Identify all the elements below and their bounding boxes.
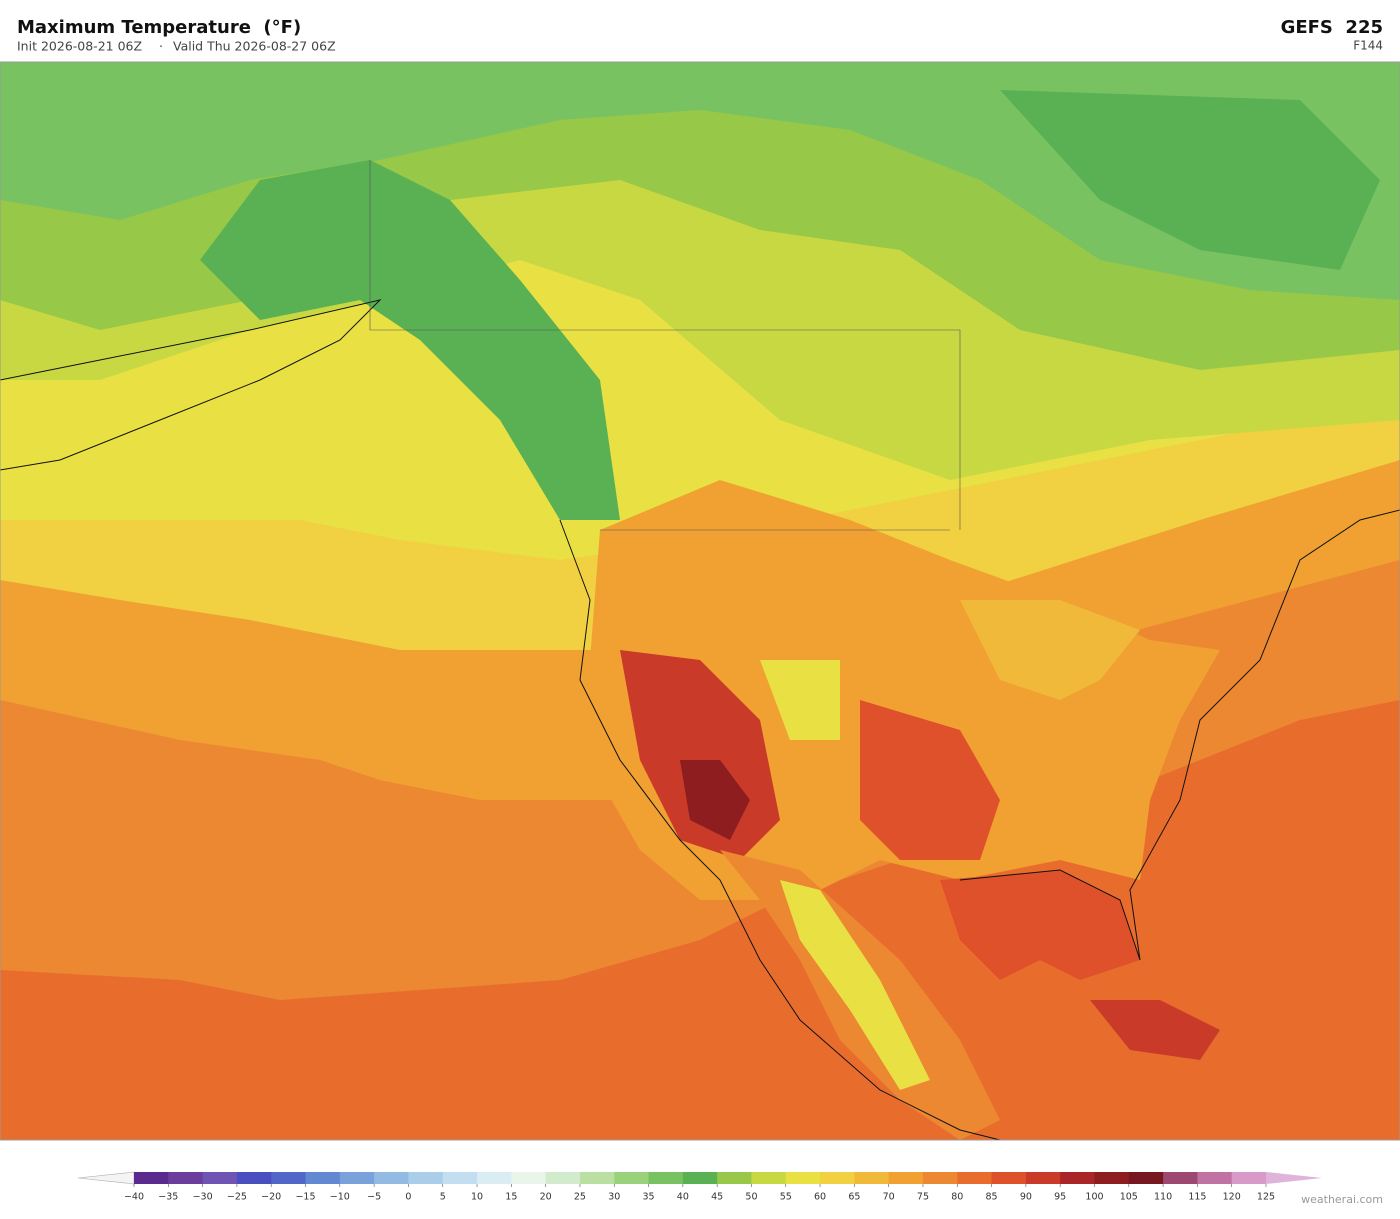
colorbar-swatch xyxy=(991,1172,1027,1184)
colorbar-tick-label: 110 xyxy=(1154,1192,1172,1203)
colorbar-swatch xyxy=(785,1172,821,1184)
colorbar-swatch xyxy=(134,1172,169,1184)
colorbar-tick-label: −25 xyxy=(227,1192,247,1203)
colorbar-tick-label: 50 xyxy=(745,1192,757,1203)
colorbar-swatch xyxy=(922,1172,958,1184)
colorbar-swatch xyxy=(1025,1172,1061,1184)
colorbar-swatch xyxy=(820,1172,855,1184)
title: Maximum Temperature (°F) xyxy=(17,17,301,38)
colorbar-tick-label: 115 xyxy=(1188,1192,1206,1203)
init-time: Init 2026-08-21 06Z xyxy=(17,39,142,54)
colorbar-swatch xyxy=(1128,1172,1164,1184)
separator: · xyxy=(159,39,163,54)
colorbar-tick-label: 125 xyxy=(1257,1192,1275,1203)
colorbar-tick-label: 65 xyxy=(848,1192,860,1203)
arctic-islands xyxy=(1000,90,1380,270)
gulf xyxy=(940,870,1140,980)
desert-heat xyxy=(680,760,750,840)
map xyxy=(0,61,1400,1141)
colorbar-tick-label: −35 xyxy=(158,1192,178,1203)
colorbar-tick-label: 40 xyxy=(677,1192,689,1203)
colorbar-swatch xyxy=(442,1172,478,1184)
colorbar-swatch xyxy=(1163,1172,1198,1184)
watermark: weatherai.com xyxy=(1301,1193,1383,1206)
colorbar-swatch xyxy=(511,1172,547,1184)
model-name: GEFS 225 xyxy=(1281,17,1383,38)
colorbar-swatch xyxy=(614,1172,650,1184)
colorbar-tick-label: 20 xyxy=(540,1192,552,1203)
colorbar-tick-label: 0 xyxy=(405,1192,411,1203)
colorbar-swatch xyxy=(477,1172,512,1184)
colorbar-tick-label: 70 xyxy=(883,1192,895,1203)
coastline xyxy=(959,509,1400,961)
colorbar-over xyxy=(1266,1172,1322,1184)
colorbar-tick-label: 10 xyxy=(471,1192,483,1203)
coast-range xyxy=(200,160,620,520)
colorbar-tick-label: 90 xyxy=(1020,1192,1032,1203)
map-frame xyxy=(0,61,1400,1141)
colorbar-tick-label: 95 xyxy=(1054,1192,1066,1203)
colorbar-swatch xyxy=(682,1172,718,1184)
valid-time: Valid Thu 2026-08-27 06Z xyxy=(173,39,336,54)
colorbar-tick-label: 30 xyxy=(608,1192,620,1203)
colorbar-tick-label: −40 xyxy=(124,1192,144,1203)
coastline xyxy=(0,299,382,471)
colorbar-tick-label: 60 xyxy=(814,1192,826,1203)
colorbar-swatch xyxy=(1197,1172,1233,1184)
colorbar-swatch xyxy=(1060,1172,1095,1184)
coastline xyxy=(559,519,1001,1140)
colorbar-swatch xyxy=(648,1172,684,1184)
colorbar-swatch xyxy=(957,1172,993,1184)
colorbar-tick-label: −20 xyxy=(261,1192,281,1203)
colorbar-tick-label: 120 xyxy=(1223,1192,1241,1203)
colorbar-swatch xyxy=(305,1172,341,1184)
colorbar-swatch xyxy=(717,1172,752,1184)
cuba xyxy=(1090,1000,1220,1060)
colorbar-swatch xyxy=(545,1172,581,1184)
colorbar-under xyxy=(77,1171,135,1185)
colorbar-swatch xyxy=(408,1172,444,1184)
colorbar-tick-label: 15 xyxy=(505,1192,517,1203)
colorbar-tick-label: 80 xyxy=(951,1192,963,1203)
colorbar-swatch xyxy=(168,1172,204,1184)
colorbar-swatch xyxy=(339,1172,375,1184)
colorbar-tick-label: 100 xyxy=(1085,1192,1103,1203)
colorbar-swatch xyxy=(236,1172,272,1184)
great-lakes xyxy=(960,600,1140,700)
colorbar-swatch xyxy=(1094,1172,1130,1184)
colorbar-tick-label: −5 xyxy=(367,1192,381,1203)
colorbar-swatch xyxy=(1231,1172,1267,1184)
colorbar-swatch xyxy=(202,1172,238,1184)
colorbar-tick-label: 5 xyxy=(440,1192,446,1203)
colorbar-swatch xyxy=(374,1172,409,1184)
texas-heat xyxy=(860,700,1000,860)
colorbar-tick-label: −15 xyxy=(295,1192,315,1203)
colorbar-swatch xyxy=(854,1172,890,1184)
colorbar-tick-label: 25 xyxy=(574,1192,586,1203)
colorbar-tick-label: 55 xyxy=(780,1192,792,1203)
colorbar-tick-label: −30 xyxy=(193,1192,213,1203)
colorbar-tick-label: 105 xyxy=(1120,1192,1138,1203)
mexico-plateau xyxy=(780,880,930,1090)
forecast-hour: F144 xyxy=(1353,39,1383,53)
colorbar-tick-label: 45 xyxy=(711,1192,723,1203)
rockies-cool xyxy=(760,660,840,740)
colorbar-tick-label: 35 xyxy=(642,1192,654,1203)
colorbar-swatch xyxy=(751,1172,787,1184)
colorbar-tick-label: 75 xyxy=(917,1192,929,1203)
colorbar-swatch xyxy=(271,1172,307,1184)
colorbar-swatch xyxy=(579,1172,615,1184)
colorbar-swatch xyxy=(888,1172,924,1184)
colorbar: −40 −35 −30 −25 −20 −15 −10 −5 0 5 10 15 20 25 30 35 40 4… xyxy=(77,1171,1322,1203)
colorbar-tick-label: 85 xyxy=(986,1192,998,1203)
borders xyxy=(369,160,961,531)
colorbar-tick-label: −10 xyxy=(330,1192,350,1203)
